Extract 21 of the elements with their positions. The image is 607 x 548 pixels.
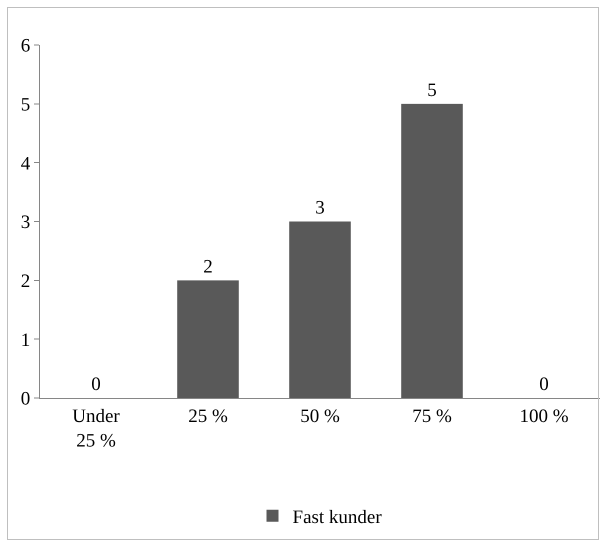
bar: [289, 222, 351, 398]
data-label: 0: [539, 374, 549, 395]
data-label: 5: [427, 80, 437, 101]
x-tick-label: Under 25 %: [72, 406, 120, 452]
y-tick-label: 6: [20, 36, 30, 57]
y-tick-label: 4: [20, 153, 31, 174]
x-tick-label: 100 %: [519, 406, 569, 427]
y-tick-label: 0: [20, 388, 30, 410]
x-tick-label: 75 %: [412, 406, 452, 427]
x-tick-label: 25 %: [188, 406, 228, 427]
y-tick-label: 3: [20, 212, 30, 234]
y-tick-label: 1: [20, 330, 30, 351]
x-tick-label: 50 %: [300, 406, 340, 427]
data-label: 3: [315, 198, 325, 218]
data-label: 0: [91, 374, 101, 395]
y-tick-label: 5: [20, 94, 30, 116]
legend-label: Fast kunder: [292, 507, 382, 528]
y-tick-label: 2: [20, 270, 30, 292]
bar: [401, 104, 463, 398]
bar: [177, 280, 239, 398]
data-label: 2: [203, 256, 213, 278]
